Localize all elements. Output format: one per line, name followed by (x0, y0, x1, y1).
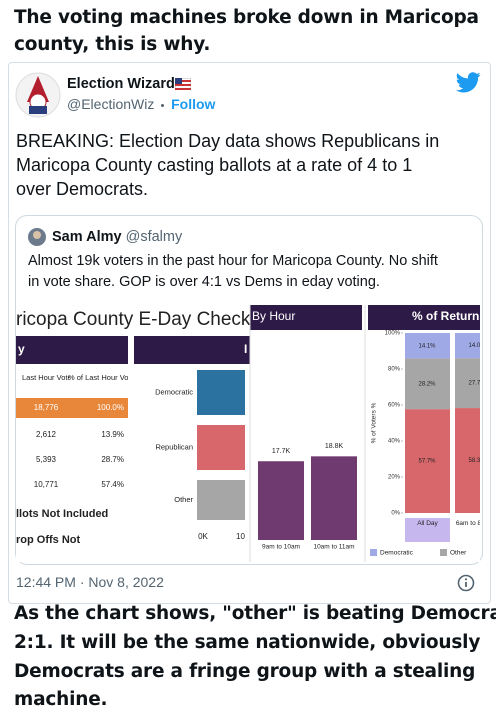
table-cell: 28.7% (101, 455, 124, 464)
info-icon[interactable] (457, 574, 475, 592)
quoted-tweet[interactable] (15, 215, 483, 565)
highlight-row (16, 398, 128, 418)
timestamp[interactable]: 12:44 PM · Nov 8, 2022 (16, 574, 164, 590)
y-axis-label: % of Voters % (371, 402, 378, 443)
caption-line: Democrats are a fringe group with a stea… (14, 661, 476, 682)
bar-segment (405, 409, 450, 513)
tweet-card (8, 62, 491, 604)
table-cell: 10,771 (34, 480, 59, 489)
header-text: I (244, 342, 247, 356)
header-bar (16, 336, 128, 364)
twitter-logo[interactable] (456, 72, 481, 93)
follow-button[interactable]: Follow (171, 96, 216, 112)
flag-icon (175, 78, 191, 90)
note: llots Not Included (16, 508, 108, 520)
x-tick-label: 10 (236, 532, 245, 541)
handle[interactable]: @ElectionWiz (67, 96, 155, 112)
caption-line: machine. (14, 689, 108, 710)
tweet-text-line: BREAKING: Election Day data shows Republ… (16, 131, 440, 151)
legend-swatch (370, 549, 377, 556)
x-tick-label: 9am to 10am (262, 544, 300, 551)
dashboard-image: ricopa County E-Day Check y I By Hour % … (16, 298, 480, 562)
party-bar (197, 480, 245, 520)
x-tick-label: 6am to 8:30am (455, 520, 480, 527)
x-tick-label: All Day (417, 520, 438, 527)
table-cell: 13.9% (101, 430, 124, 439)
bar-segment (455, 358, 480, 409)
quoted-text-line: in vote share. GOP is over 4:1 vs Dems i… (28, 274, 380, 290)
avatar (15, 72, 61, 118)
caption-line: The voting machines broke down in Marico… (14, 7, 479, 28)
table-cell: 5,393 (36, 455, 57, 464)
quoted-author-line: Sam Almy @sfalmy (52, 229, 182, 245)
table-cell: 57.4% (101, 480, 124, 489)
selected-category[interactable] (405, 518, 450, 542)
value-label: 18.8K (325, 443, 344, 450)
category-label-box: All Day (417, 520, 438, 527)
x-tick-label: 0K (198, 532, 208, 541)
y-tick-label: 80% (388, 367, 401, 373)
header-text: y (18, 342, 25, 356)
party-bar (197, 370, 245, 415)
category-label-box: 6am to 8:30am (455, 520, 480, 527)
caption-line: 2:1. It will be the same nationwide, obv… (14, 632, 481, 653)
category-label: Democratic (155, 387, 193, 396)
y-tick-label: 40% (388, 439, 401, 445)
value-label: 14.1% (418, 343, 436, 349)
legend-label: Democratic (380, 550, 414, 557)
y-tick-label: 100% (385, 331, 401, 337)
bar-segment (405, 333, 450, 359)
header-bar (250, 305, 362, 330)
bar-segment (405, 358, 450, 410)
table-cell: 2,612 (36, 430, 57, 439)
y-tick-label: 20% (388, 475, 401, 481)
bar-segment (455, 333, 480, 359)
table-cell: 100.0% (97, 403, 124, 412)
quoted-author: Sam Almy (52, 229, 122, 245)
note: rop Offs Not (16, 534, 80, 546)
bar (258, 461, 304, 540)
party-bar (197, 425, 245, 470)
header-bar (368, 305, 480, 330)
header-text: % of Returns (412, 309, 480, 323)
caption-line: As the chart shows, "other" is beating D… (14, 603, 496, 624)
x-tick-label: 10am to 11am (313, 544, 354, 551)
tweet-text-line: Maricopa County casting ballots at a rat… (16, 155, 413, 175)
dashboard-title: ricopa County E-Day Check (16, 309, 251, 330)
y-tick-label: 60% (388, 403, 401, 409)
y-tick-label: 0% (391, 511, 400, 517)
separator-dot (161, 103, 165, 107)
category-label: Other (174, 495, 193, 504)
value-label: 28.2% (418, 381, 436, 387)
value-label: 17.7K (272, 448, 291, 455)
category-label: Republican (155, 442, 193, 451)
table-cell: 18,776 (34, 403, 59, 412)
header-bar (134, 336, 250, 364)
column-header: % of Last Hour Voters (68, 373, 128, 382)
value-label: 57.7% (418, 459, 436, 465)
tweet-text-line: over Democrats. (16, 179, 149, 199)
value-label: 27.7% (468, 381, 480, 387)
column-header: Last Hour Voters (22, 373, 70, 382)
bar-segment (455, 408, 480, 513)
author-name[interactable]: Election Wizard (67, 76, 175, 92)
handle-line: @ElectionWiz Follow (67, 96, 215, 112)
legend-label: Other (450, 550, 467, 557)
legend-swatch (440, 549, 447, 556)
quoted-text-line: Almost 19k voters in the past hour for M… (28, 253, 438, 269)
caption-line: county, this is why. (14, 34, 211, 55)
quoted-handle: @sfalmy (125, 229, 183, 245)
value-label: 58.3% (468, 458, 480, 464)
quoted-avatar (28, 228, 46, 246)
header-text: By Hour (252, 309, 295, 323)
bar (311, 456, 357, 540)
value-label: 14.0% (468, 343, 480, 349)
